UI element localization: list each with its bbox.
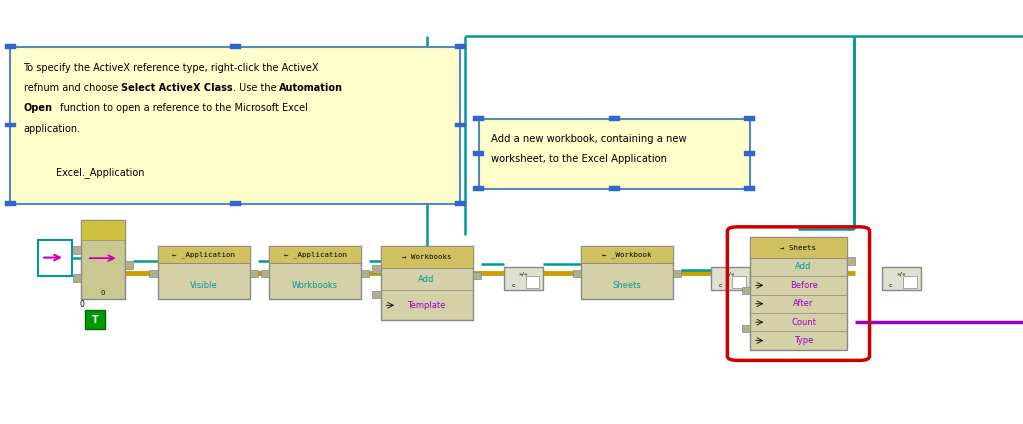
FancyBboxPatch shape [85,310,105,329]
Text: To specify the ActiveX reference type, right-click the ActiveX: To specify the ActiveX reference type, r… [24,63,319,73]
FancyBboxPatch shape [250,270,258,277]
FancyBboxPatch shape [5,45,16,49]
FancyBboxPatch shape [261,270,269,277]
Text: function to open a reference to the Microsoft Excel: function to open a reference to the Micr… [57,103,308,114]
FancyBboxPatch shape [581,246,673,299]
FancyBboxPatch shape [10,47,460,204]
Text: Visible: Visible [189,281,218,290]
FancyBboxPatch shape [372,291,381,298]
FancyBboxPatch shape [229,201,241,206]
Text: Add a new workbook, containing a new: Add a new workbook, containing a new [491,134,686,144]
Text: Workbooks: Workbooks [292,281,339,290]
Text: ← _Application: ← _Application [172,251,235,258]
FancyBboxPatch shape [454,45,466,49]
Text: Before: Before [790,281,817,290]
FancyBboxPatch shape [742,325,750,332]
FancyBboxPatch shape [526,276,539,288]
FancyBboxPatch shape [73,274,81,282]
Text: worksheet, to the Excel Application: worksheet, to the Excel Application [491,154,667,164]
Text: T: T [92,315,98,325]
Text: ← _Workbook: ← _Workbook [603,251,652,258]
FancyBboxPatch shape [742,287,750,294]
Text: Add: Add [418,275,435,284]
FancyBboxPatch shape [372,265,381,273]
Text: Open: Open [24,103,52,114]
FancyBboxPatch shape [479,119,750,189]
Text: → Workbooks: → Workbooks [402,254,451,260]
Text: Add: Add [795,262,812,271]
FancyBboxPatch shape [473,186,485,191]
Text: . Use the: . Use the [232,83,279,93]
Text: »/«: »/« [725,271,736,276]
FancyBboxPatch shape [745,116,756,121]
Text: c: c [512,283,515,288]
FancyBboxPatch shape [903,276,917,288]
FancyBboxPatch shape [125,261,133,269]
Text: Template: Template [407,301,446,310]
FancyBboxPatch shape [229,45,241,49]
FancyBboxPatch shape [745,151,756,156]
FancyBboxPatch shape [504,267,543,290]
FancyBboxPatch shape [158,246,250,263]
Text: ← _Application: ← _Application [283,251,347,258]
Text: Automation: Automation [279,83,344,93]
FancyBboxPatch shape [573,270,581,277]
FancyBboxPatch shape [381,246,473,268]
FancyBboxPatch shape [149,270,158,277]
Text: Select ActiveX Class: Select ActiveX Class [121,83,232,93]
FancyBboxPatch shape [5,123,16,127]
FancyBboxPatch shape [847,257,855,265]
FancyBboxPatch shape [158,246,250,299]
Text: refnum and choose: refnum and choose [24,83,121,93]
FancyBboxPatch shape [750,237,847,350]
FancyBboxPatch shape [269,246,361,263]
Text: Excel._Application: Excel._Application [56,167,145,179]
FancyBboxPatch shape [473,272,481,279]
FancyBboxPatch shape [361,270,369,277]
FancyBboxPatch shape [73,246,81,254]
FancyBboxPatch shape [473,151,485,156]
FancyBboxPatch shape [750,237,847,258]
FancyBboxPatch shape [5,201,16,206]
FancyBboxPatch shape [269,246,361,299]
FancyBboxPatch shape [454,123,466,127]
FancyBboxPatch shape [609,116,620,121]
Text: 0: 0 [80,300,85,310]
Text: c: c [889,283,892,288]
FancyBboxPatch shape [81,220,125,240]
Text: After: After [794,299,813,308]
Text: 0: 0 [100,290,105,296]
FancyBboxPatch shape [732,276,746,288]
FancyBboxPatch shape [609,186,620,191]
FancyBboxPatch shape [81,220,125,299]
Text: application.: application. [24,124,81,134]
Text: Count: Count [791,318,816,326]
FancyBboxPatch shape [882,267,921,290]
FancyBboxPatch shape [473,116,485,121]
FancyBboxPatch shape [381,246,473,320]
FancyBboxPatch shape [673,270,681,277]
FancyBboxPatch shape [38,240,72,276]
FancyBboxPatch shape [711,267,750,290]
FancyBboxPatch shape [745,186,756,191]
Text: c: c [718,283,721,288]
Text: »/«: »/« [519,271,529,276]
Text: Sheets: Sheets [613,281,641,290]
Text: Type: Type [794,336,813,345]
Text: »/«: »/« [896,271,906,276]
FancyBboxPatch shape [581,246,673,263]
Text: → Sheets: → Sheets [781,245,816,251]
FancyBboxPatch shape [454,201,466,206]
